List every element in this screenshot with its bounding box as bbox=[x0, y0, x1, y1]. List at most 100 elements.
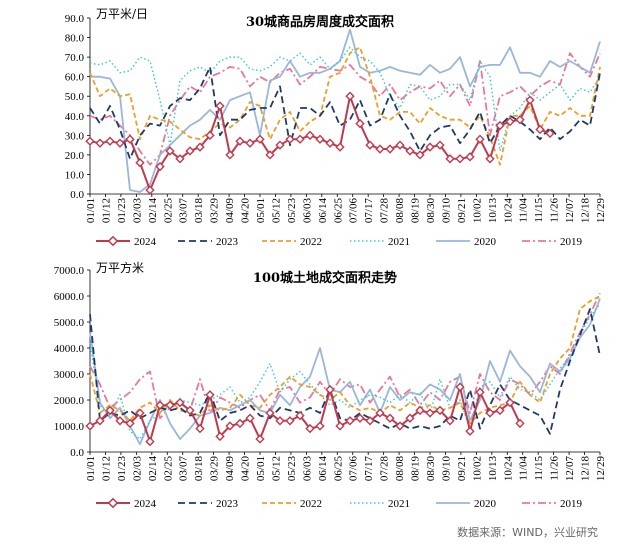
x-tick-label: 07/17 bbox=[363, 198, 375, 224]
legend-label: 2020 bbox=[474, 498, 497, 510]
data-point-2024 bbox=[275, 416, 285, 426]
data-point-2024 bbox=[195, 142, 205, 152]
unit-label: 万平米/日 bbox=[96, 7, 148, 21]
data-point-2024 bbox=[485, 154, 495, 164]
x-tick-label: 07/06 bbox=[348, 456, 360, 482]
data-point-2024 bbox=[445, 154, 455, 164]
x-tick-label: 08/19 bbox=[410, 456, 422, 482]
data-point-2024 bbox=[255, 134, 265, 144]
x-tick-label: 04/09 bbox=[224, 198, 236, 224]
data-point-2024 bbox=[235, 136, 245, 146]
data-point-2024 bbox=[455, 382, 465, 392]
x-tick-label: 06/03 bbox=[301, 198, 313, 224]
data-point-2024 bbox=[345, 416, 355, 426]
legend-item-2020: 2020 bbox=[436, 498, 497, 510]
data-point-2024 bbox=[145, 185, 155, 195]
x-tick-label: 01/12 bbox=[100, 456, 112, 481]
data-point-2024 bbox=[215, 101, 225, 111]
data-point-2024 bbox=[205, 390, 215, 400]
x-tick-label: 10/02 bbox=[471, 456, 483, 481]
y-tick-label: 20.0 bbox=[65, 150, 85, 162]
data-point-2024 bbox=[225, 421, 235, 431]
legend-item-2020: 2020 bbox=[436, 236, 497, 248]
y-tick-label: 4000.0 bbox=[54, 343, 85, 355]
x-tick-label: 09/21 bbox=[456, 198, 468, 223]
x-tick-label: 03/07 bbox=[178, 198, 190, 224]
data-point-2024 bbox=[255, 434, 265, 444]
data-point-2024 bbox=[435, 140, 445, 150]
y-tick-label: 90.0 bbox=[65, 13, 85, 25]
data-point-2024 bbox=[195, 423, 205, 434]
x-tick-label: 10/13 bbox=[487, 456, 499, 482]
legend-item-2023: 2023 bbox=[178, 236, 239, 248]
x-tick-label: 06/25 bbox=[332, 456, 344, 482]
data-point-2024 bbox=[335, 142, 345, 152]
data-point-2024 bbox=[315, 134, 325, 144]
y-tick-label: 10.0 bbox=[65, 169, 85, 181]
data-point-2024 bbox=[165, 400, 175, 410]
x-tick-label: 04/20 bbox=[240, 456, 252, 482]
x-tick-label: 11/04 bbox=[518, 198, 530, 223]
x-tick-label: 01/01 bbox=[85, 456, 97, 481]
data-point-2024 bbox=[125, 134, 135, 144]
y-tick-label: 30.0 bbox=[65, 130, 85, 142]
data-point-2024 bbox=[285, 134, 295, 144]
data-point-2024 bbox=[305, 130, 315, 141]
series-line-2021 bbox=[89, 46, 601, 152]
legend-item-2019: 2019 bbox=[522, 498, 583, 510]
data-point-2024 bbox=[515, 418, 525, 429]
legend-item-2021: 2021 bbox=[350, 236, 410, 248]
data-point-2024 bbox=[165, 146, 175, 156]
x-tick-label: 01/23 bbox=[116, 456, 128, 482]
y-tick-label: 6000.0 bbox=[54, 291, 85, 303]
x-tick-label: 10/24 bbox=[502, 456, 514, 482]
x-tick-label: 03/18 bbox=[193, 456, 205, 482]
legend-label: 2019 bbox=[560, 498, 583, 510]
x-tick-label: 05/01 bbox=[255, 456, 267, 481]
x-tick-label: 12/18 bbox=[580, 456, 592, 482]
x-tick-label: 02/03 bbox=[131, 456, 143, 482]
data-point-2024 bbox=[245, 413, 255, 423]
legend-label: 2023 bbox=[216, 498, 239, 510]
data-point-2024 bbox=[425, 408, 435, 418]
series-line-2022 bbox=[89, 295, 601, 425]
series-group bbox=[85, 293, 601, 447]
legend-marker bbox=[107, 235, 119, 247]
legend-item-2022: 2022 bbox=[262, 498, 322, 510]
series-line-2023 bbox=[89, 308, 601, 435]
x-tick-label: 01/12 bbox=[100, 198, 112, 223]
x-tick-label: 08/30 bbox=[425, 198, 437, 224]
legend-label: 2024 bbox=[134, 498, 157, 510]
data-point-2024 bbox=[355, 413, 365, 423]
y-tick-label: 40.0 bbox=[65, 111, 85, 123]
x-tick-label: 03/07 bbox=[178, 456, 190, 482]
data-point-2024 bbox=[85, 421, 95, 431]
data-point-2024 bbox=[415, 405, 425, 416]
y-tick-label: 60.0 bbox=[65, 72, 85, 84]
data-point-2024 bbox=[405, 413, 415, 423]
x-tick-label: 02/14 bbox=[147, 198, 159, 224]
x-tick-label: 12/29 bbox=[595, 456, 607, 482]
x-tick-label: 04/20 bbox=[240, 198, 252, 224]
data-point-2024 bbox=[245, 138, 255, 148]
x-tick-label: 03/29 bbox=[209, 456, 221, 482]
data-point-2024 bbox=[135, 408, 145, 418]
data-point-2024 bbox=[295, 410, 305, 421]
data-point-2024 bbox=[305, 423, 315, 434]
data-point-2024 bbox=[105, 405, 115, 416]
x-tick-label: 01/01 bbox=[85, 198, 97, 223]
x-tick-label: 12/07 bbox=[564, 456, 576, 482]
data-point-2024 bbox=[405, 146, 415, 156]
chart-title: 30城商品房周度成交面积 bbox=[246, 14, 394, 30]
x-tick-label: 12/29 bbox=[595, 198, 607, 224]
data-point-2024 bbox=[125, 418, 135, 429]
data-point-2024 bbox=[325, 138, 335, 148]
series-group bbox=[85, 28, 601, 195]
data-point-2024 bbox=[205, 130, 215, 141]
data-point-2024 bbox=[395, 140, 405, 150]
y-tick-label: 0.0 bbox=[70, 447, 84, 459]
data-point-2024 bbox=[455, 154, 465, 164]
legend-label: 2021 bbox=[388, 498, 410, 510]
